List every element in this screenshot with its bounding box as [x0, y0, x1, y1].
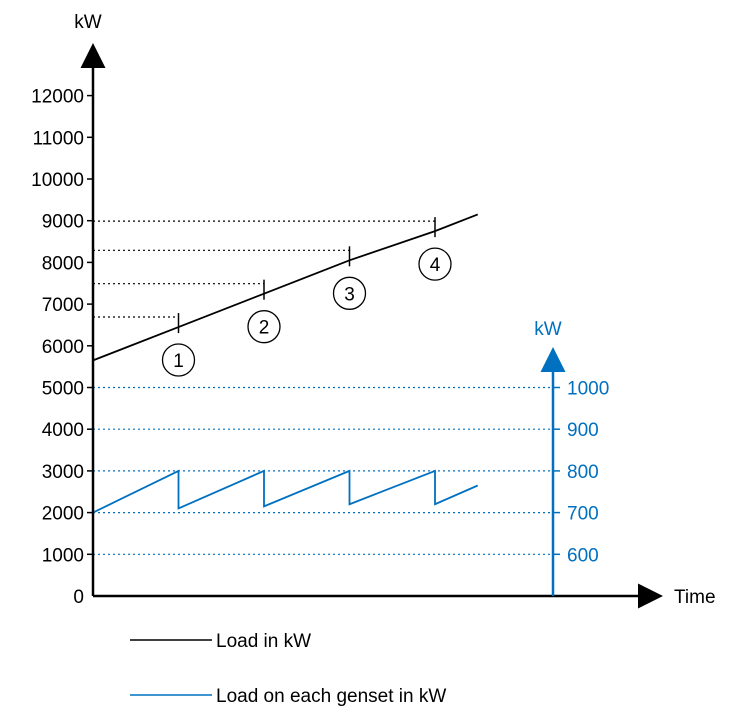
marker-label: 2 [259, 318, 270, 339]
left-axis-tick-label: 2000 [42, 504, 84, 525]
series-layer [92, 213, 479, 514]
left-axis-tick-label: 7000 [42, 295, 84, 316]
left-axis-tick-label: 1000 [42, 545, 84, 566]
marker-circle [161, 343, 196, 377]
right-axis-tick-label: 700 [567, 504, 599, 525]
marker-circle [332, 276, 367, 310]
left-axis-tick-label: 12000 [31, 87, 84, 108]
left-axis-tick-label: 11000 [33, 128, 84, 149]
marker-label: 3 [344, 284, 355, 305]
left-axis-tick-label: 3000 [42, 462, 84, 483]
legend-label-genset: Load on each genset in kW [216, 686, 446, 707]
x-axis-label: Time [674, 587, 716, 608]
marker-layer: 1 2 3 4 [93, 217, 452, 377]
left-axis-tick-label: 6000 [42, 337, 84, 358]
legend-label-load: Load in kW [216, 631, 311, 652]
left-axis-unit: kW [74, 12, 102, 33]
right-axis-unit: kW [534, 319, 562, 340]
load-line [92, 213, 479, 362]
left-axis-tick-label: 0 [73, 587, 84, 608]
right-axis-tick-label: 900 [567, 420, 599, 441]
right-axis-ticks: 600 700 800 900 1000 [553, 379, 609, 566]
left-axis-tick-label: 8000 [42, 253, 84, 274]
genset-load-line [92, 469, 479, 514]
left-axis-tick-label: 9000 [42, 212, 84, 233]
marker-circle [247, 310, 281, 344]
right-axis-tick-label: 1000 [567, 379, 609, 400]
gridlines [93, 386, 553, 555]
marker-label: 1 [173, 351, 184, 372]
right-axis-tick-label: 800 [567, 462, 599, 483]
marker-circle [418, 247, 452, 281]
right-axis-tick-label: 600 [567, 545, 599, 566]
left-axis-tick-label: 10000 [31, 170, 84, 191]
left-axis-tick-label: 4000 [42, 420, 84, 441]
legend: Load in kW Load on each genset in kW [130, 631, 446, 707]
left-axis-tick-label: 5000 [42, 379, 84, 400]
left-axis-ticks: 0 1000 2000 3000 4000 5000 6000 7000 8000 9000 100… [31, 87, 93, 608]
marker-label: 4 [430, 255, 441, 276]
